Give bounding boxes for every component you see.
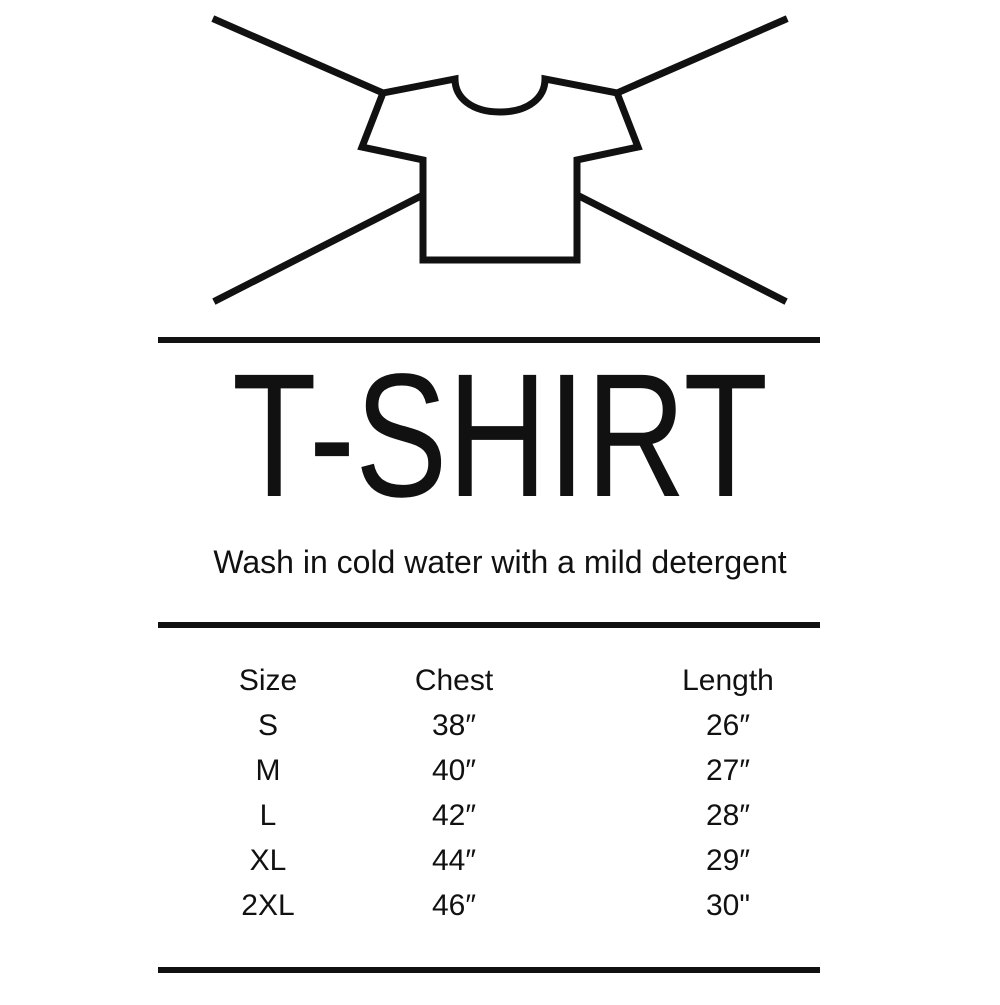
svg-text:2XL: 2XL bbox=[241, 889, 294, 922]
svg-text:44″: 44″ bbox=[432, 844, 476, 877]
svg-text:M: M bbox=[256, 754, 281, 787]
svg-text:46″: 46″ bbox=[432, 889, 476, 922]
svg-text:Size: Size bbox=[239, 664, 297, 697]
svg-text:30": 30" bbox=[706, 889, 750, 922]
svg-text:40″: 40″ bbox=[432, 754, 476, 787]
svg-text:L: L bbox=[260, 799, 277, 832]
svg-text:28″: 28″ bbox=[706, 799, 750, 832]
svg-text:27″: 27″ bbox=[706, 754, 750, 787]
svg-text:Length: Length bbox=[682, 664, 774, 697]
svg-text:S: S bbox=[258, 709, 278, 742]
svg-text:Wash in cold water with a mild: Wash in cold water with a mild detergent bbox=[213, 544, 786, 580]
svg-text:42″: 42″ bbox=[432, 799, 476, 832]
svg-text:38″: 38″ bbox=[432, 709, 476, 742]
svg-text:T-SHIRT: T-SHIRT bbox=[232, 338, 768, 534]
svg-text:XL: XL bbox=[250, 844, 287, 877]
svg-text:29″: 29″ bbox=[706, 844, 750, 877]
svg-text:Chest: Chest bbox=[415, 664, 494, 697]
svg-text:26″: 26″ bbox=[706, 709, 750, 742]
